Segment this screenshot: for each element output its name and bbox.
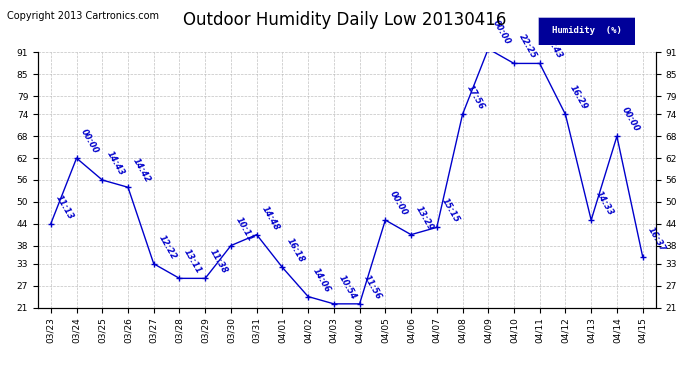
Text: 16:29: 16:29 [569,84,589,112]
Text: 14:48: 14:48 [259,204,281,232]
Text: 12:22: 12:22 [157,233,178,261]
Text: 14:06: 14:06 [311,266,332,294]
Text: 14:33: 14:33 [594,189,615,217]
Text: 00:00: 00:00 [388,189,409,217]
Text: 14:43: 14:43 [105,150,126,177]
Text: 00:00: 00:00 [620,106,641,134]
Text: 17:56: 17:56 [465,84,486,112]
Text: 04:43: 04:43 [542,33,564,61]
Text: 13:11: 13:11 [182,248,204,276]
Text: 00:00: 00:00 [79,128,101,155]
Text: 15:15: 15:15 [440,197,461,225]
Text: 13:29: 13:29 [414,204,435,232]
Text: 10:11: 10:11 [234,215,255,243]
Text: Humidity  (%): Humidity (%) [551,26,622,36]
Text: 16:37: 16:37 [645,226,667,254]
Text: 16:18: 16:18 [285,237,306,265]
Text: 22:25: 22:25 [517,33,538,61]
Text: 11:38: 11:38 [208,248,229,276]
Text: 14:42: 14:42 [131,157,152,184]
Text: 10:54: 10:54 [337,273,358,301]
Text: 11:13: 11:13 [54,193,75,221]
Text: Copyright 2013 Cartronics.com: Copyright 2013 Cartronics.com [7,11,159,21]
Text: 00:00: 00:00 [491,18,512,46]
Text: 11:56: 11:56 [362,273,384,301]
Text: Outdoor Humidity Daily Low 20130416: Outdoor Humidity Daily Low 20130416 [184,11,506,29]
